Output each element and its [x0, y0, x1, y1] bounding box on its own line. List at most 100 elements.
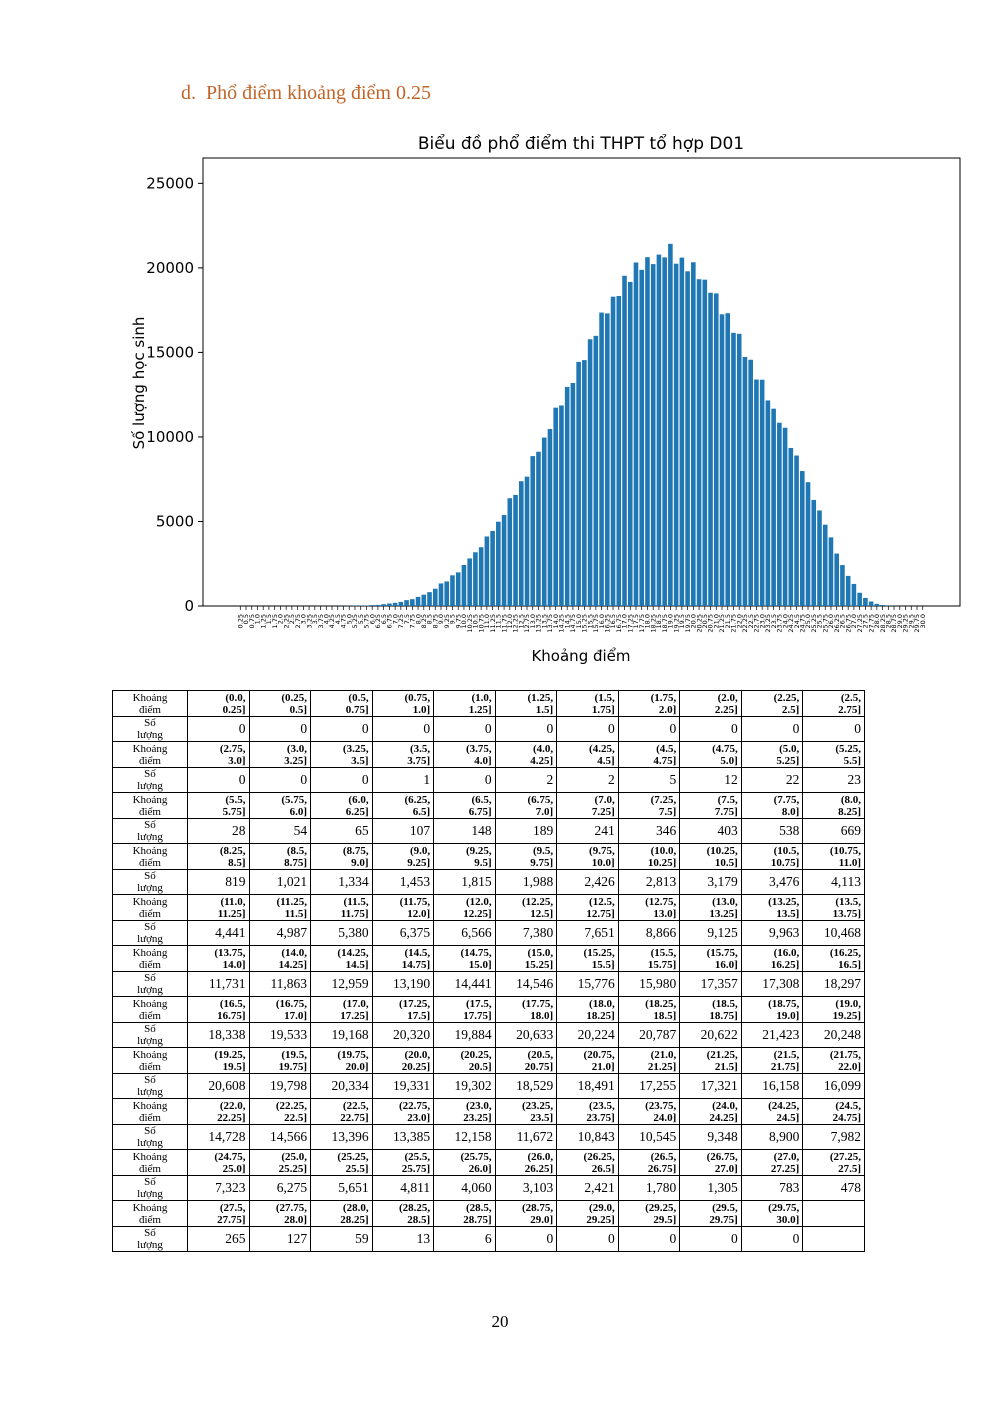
table-cell: (28.75, 29.0]: [494, 1200, 558, 1227]
table-row: Khoảng điểm (27.5, 27.75] (27.75, 28.0] (28…: [112, 1200, 865, 1227]
x-tick-label: 4.0: [322, 614, 330, 624]
bar: [719, 314, 725, 606]
x-tick-label: 18.25: [649, 614, 657, 633]
table-cell: (24.0, 24.25]: [679, 1098, 742, 1125]
cell-text: (21.0, 21.25]: [647, 1048, 677, 1073]
cell-text: (17.5, 17.75]: [463, 997, 492, 1022]
table-cell: 1,021: [248, 869, 312, 895]
cell-text: 19,533: [269, 1027, 308, 1042]
x-tick-label: 30.0: [919, 614, 927, 628]
table-row: Khoảng điểm (13.75, 14.0] (14.0, 14.25] (14…: [112, 945, 865, 972]
table-cell: 20,334: [310, 1073, 373, 1099]
cell-text: (4.0, 4.25]: [530, 742, 554, 767]
row-header: Khoảng điểm: [112, 1098, 188, 1125]
x-tick-label: 17.25: [626, 614, 634, 633]
cell-text: (7.25, 7.5]: [650, 793, 677, 818]
bar: [513, 494, 518, 606]
table-cell: (20.75, 21.0]: [556, 1047, 619, 1074]
x-tick-label: 22.25: [741, 614, 749, 633]
table-cell: 20,248: [802, 1022, 865, 1048]
table-cell: (26.75, 27.0]: [679, 1149, 742, 1176]
x-tick-label: 13.75: [546, 614, 554, 633]
cell-text: 18,297: [823, 976, 861, 991]
y-axis-label: Số lượng học sinh: [130, 317, 148, 450]
cell-text: 22: [785, 772, 800, 787]
bar: [822, 524, 828, 606]
cell-text: (3.75, 4.0]: [465, 742, 492, 767]
table-cell: 10,545: [617, 1124, 681, 1150]
cell-text: (24.75, 25.0]: [214, 1150, 246, 1175]
table-cell: (13.75, 14.0]: [187, 945, 250, 972]
table-cell: (11.25, 11.5]: [248, 894, 312, 921]
x-tick-label: 28.5: [885, 614, 893, 628]
table-cell: (25.5, 25.75]: [371, 1149, 435, 1176]
cell-text: 0: [484, 721, 492, 736]
bar: [610, 296, 616, 606]
cell-text: 17,357: [700, 976, 738, 991]
cell-text: 2: [546, 772, 554, 787]
x-tick-label: 28.25: [879, 614, 887, 633]
table-cell: (20.5, 20.75]: [494, 1047, 558, 1074]
table-cell: (1.25, 1.5]: [494, 690, 558, 717]
table-cell: [802, 1226, 865, 1252]
bar: [668, 243, 673, 607]
table-row: Số lượng 18,338 19,533 19,168 20,320 19,884 20…: [112, 1022, 865, 1048]
cell-text: (6.25, 6.5]: [404, 793, 431, 818]
x-tick-label: 28.0: [873, 614, 881, 628]
cell-text: (17.25, 17.5]: [398, 997, 431, 1022]
table-cell: 189: [494, 818, 558, 844]
x-tick-label: 24.75: [798, 614, 806, 633]
table-cell: (15.0, 15.25]: [494, 945, 558, 972]
cell-text: (18.25, 18.5]: [645, 997, 677, 1022]
table-cell: (19.75, 20.0]: [310, 1047, 373, 1074]
bar: [622, 275, 627, 606]
x-tick-label: 16.75: [615, 614, 623, 633]
table-row: Số lượng 4,441 4,987 5,380 6,375 6,566 7,380 7,…: [112, 920, 865, 946]
table-cell: (29.25, 29.5]: [617, 1200, 681, 1227]
table-cell: (5.75, 6.0]: [248, 792, 312, 819]
table-cell: 16,158: [740, 1073, 804, 1099]
cell-text: 2,813: [645, 874, 677, 889]
cell-text: 8,900: [768, 1129, 800, 1144]
table-cell: 6,275: [248, 1175, 312, 1201]
cell-text: (18.75, 19.0]: [768, 997, 800, 1022]
table-cell: 65: [310, 818, 373, 844]
cell-text: 3,103: [522, 1180, 554, 1195]
table-cell: (27.25, 27.5]: [802, 1149, 865, 1176]
table-cell: 28: [187, 818, 250, 844]
cell-text: 19,884: [454, 1027, 492, 1042]
table-cell: 0: [617, 716, 681, 742]
row-header: Khoảng điểm: [112, 996, 188, 1023]
table-cell: (16.5, 16.75]: [187, 996, 250, 1023]
table-cell: 0: [617, 1226, 681, 1252]
x-tick-label: 0.25: [236, 614, 244, 628]
cell-text: (11.0, 11.25]: [217, 895, 246, 920]
table-cell: (1.5, 1.75]: [556, 690, 619, 717]
table-cell: (9.5, 9.75]: [494, 843, 558, 870]
bar: [553, 407, 558, 606]
table-cell: 403: [679, 818, 742, 844]
bar: [633, 262, 639, 606]
cell-text: 3,476: [768, 874, 800, 889]
cell-text: (20.25, 20.5]: [460, 1048, 492, 1073]
x-tick-label: 10.75: [477, 614, 485, 633]
table-cell: 16,099: [802, 1073, 865, 1099]
table-cell: 20,787: [617, 1022, 681, 1048]
cell-text: (14.0, 14.25]: [278, 946, 308, 971]
table-cell: (18.75, 19.0]: [740, 996, 804, 1023]
cell-text: (12.5, 12.75]: [586, 895, 615, 920]
table-cell: (14.25, 14.5]: [310, 945, 373, 972]
x-tick-label: 11.25: [489, 614, 497, 633]
cell-text: 16,099: [823, 1078, 861, 1093]
x-tick-label: 14.0: [552, 614, 560, 628]
cell-text: 20,608: [208, 1078, 246, 1093]
cell-text: (21.75, 22.0]: [829, 1048, 861, 1073]
table-cell: 3,103: [494, 1175, 558, 1201]
cell-text: (29.5, 29.75]: [709, 1201, 738, 1226]
table-cell: 0: [740, 716, 804, 742]
cell-text: (5.5, 5.75]: [222, 793, 246, 818]
row-header-text: Khoảng điểm: [132, 742, 168, 767]
x-tick-label: 6.5: [380, 614, 388, 624]
x-tick-label: 28.75: [890, 614, 898, 633]
cell-text: 1: [423, 772, 431, 787]
